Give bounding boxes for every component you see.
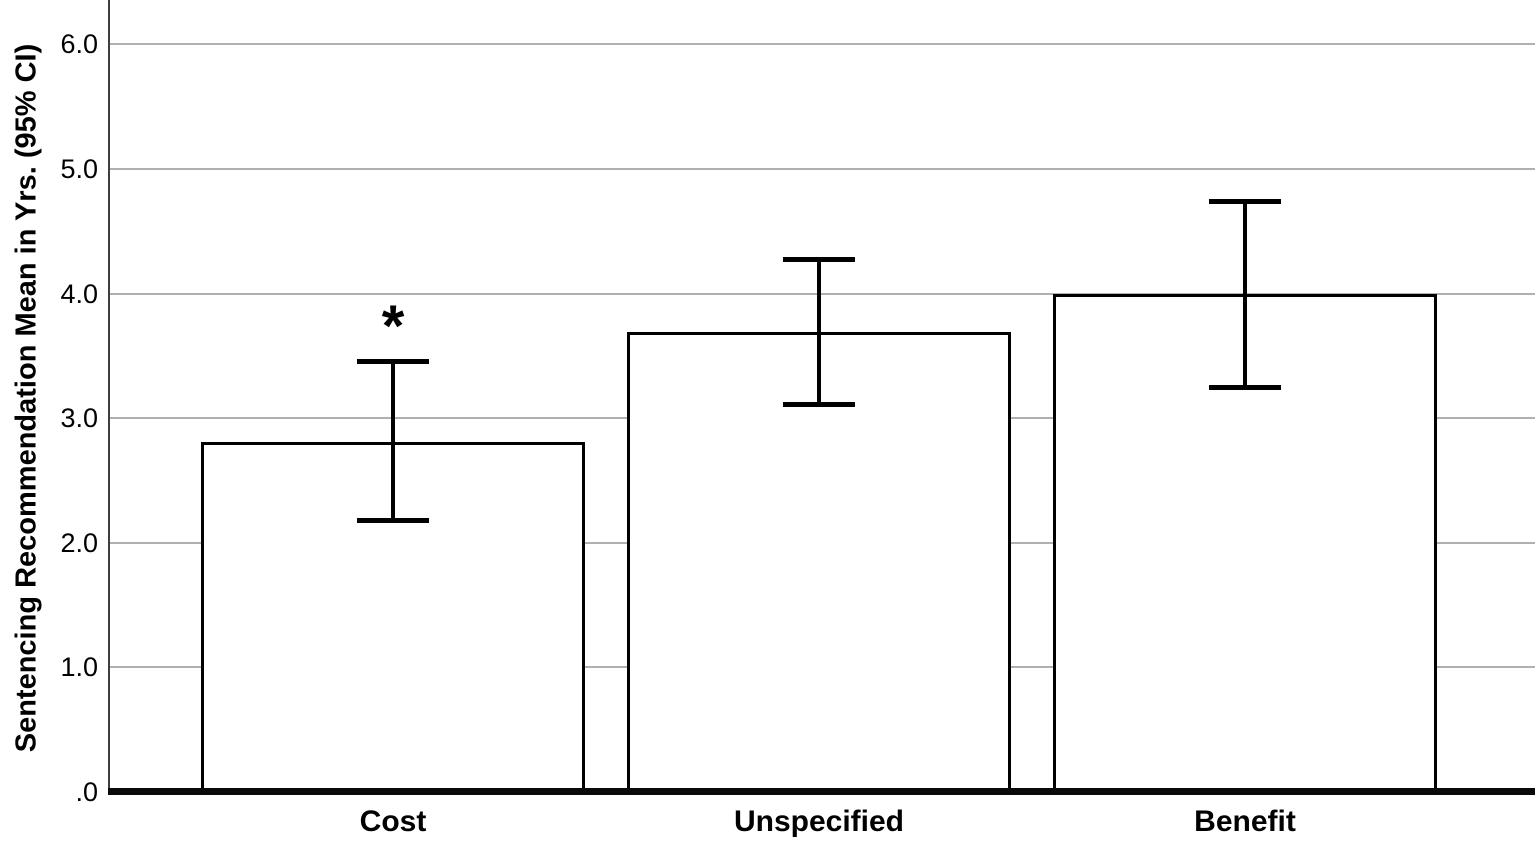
error-bar-cap-bottom [783,402,855,408]
error-bar-stem [817,258,821,405]
error-bar-cap-top [783,256,855,262]
y-axis-title: Sentencing Recommendation Mean in Yrs. (… [10,43,43,753]
error-bar-stem [391,360,395,521]
gridline [110,292,1535,295]
error-bar-cap-top [357,358,429,364]
error-bar-cap-bottom [357,518,429,524]
x-category-label: Benefit [1194,805,1296,838]
y-tick-label: 6.0 [60,29,98,60]
y-tick-label: 2.0 [60,527,98,558]
bar [627,332,1011,792]
gridline [110,168,1535,170]
y-tick-label: 5.0 [60,154,98,184]
x-category-label: Unspecified [733,805,905,838]
y-tick-label: 4.0 [60,278,98,309]
error-bar-cap-bottom [1209,385,1281,391]
x-axis-line [108,788,1535,795]
error-bar-stem [1243,201,1247,388]
y-tick-label: 3.0 [60,403,98,434]
y-tick-label: 1.0 [60,652,98,683]
error-bar-cap-top [1209,199,1281,205]
significance-asterisk: * [381,293,405,359]
y-axis-line [108,0,110,792]
gridline [110,43,1535,46]
y-tick-label: .0 [75,777,98,807]
x-category-label: Cost [359,805,427,838]
